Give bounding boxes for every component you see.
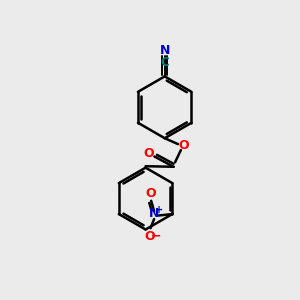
Text: O: O bbox=[145, 187, 156, 200]
Text: N: N bbox=[160, 44, 170, 57]
Text: +: + bbox=[155, 205, 163, 214]
Text: O: O bbox=[145, 230, 155, 243]
Text: N: N bbox=[149, 207, 159, 220]
Text: −: − bbox=[151, 230, 161, 243]
Text: O: O bbox=[144, 147, 154, 160]
Text: O: O bbox=[178, 139, 189, 152]
Text: C: C bbox=[160, 56, 169, 69]
